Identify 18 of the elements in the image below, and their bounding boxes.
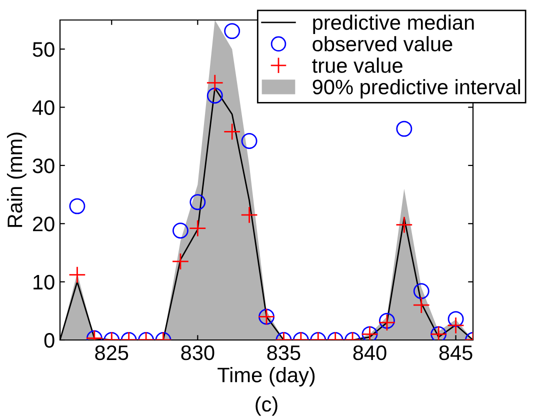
- x-tick-label: 840: [353, 345, 386, 360]
- text: (c): [256, 396, 278, 416]
- legend-label: true value: [312, 58, 402, 73]
- x-tick-label: 830: [181, 345, 214, 360]
- x-tick-label: 845: [439, 345, 472, 360]
- y-tick-label: 10: [34, 274, 54, 290]
- y-tick-label: 20: [33, 216, 54, 232]
- legend-label: 90% predictive interval: [312, 79, 520, 99]
- y-tick-label: 30: [32, 158, 54, 174]
- y-tick-label: 40: [32, 100, 54, 116]
- x-tick-label: 835: [267, 345, 300, 360]
- x-tick-label: 825: [95, 345, 128, 360]
- x-axis-title: Time (day): [218, 367, 315, 386]
- legend-label: observed value: [312, 36, 452, 52]
- y-axis-title: Rain (mm): [6, 132, 26, 227]
- y-tick-label: 0: [44, 333, 54, 348]
- y-tick-label: 50: [32, 42, 54, 57]
- legend-label: predictive median: [313, 14, 474, 34]
